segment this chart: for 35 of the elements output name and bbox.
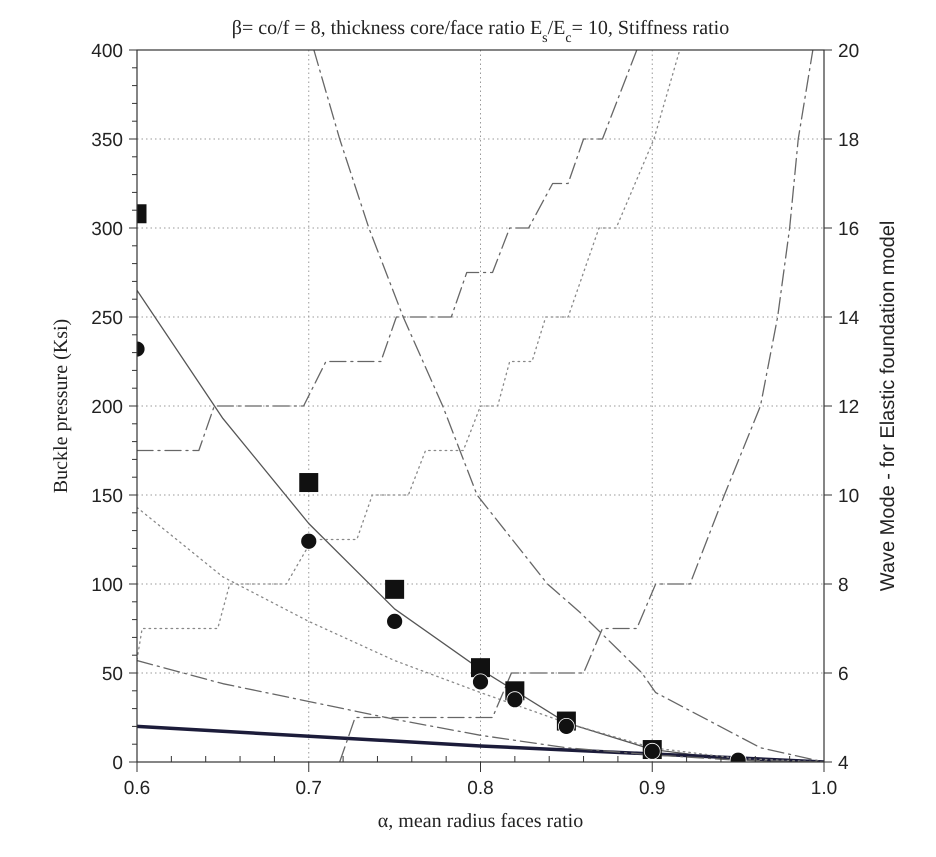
- x-axis-title: α, mean radius faces ratio: [378, 810, 584, 832]
- point: [471, 658, 490, 678]
- point: [300, 532, 318, 550]
- point: [506, 691, 524, 708]
- y2-tick-label: 8: [838, 575, 849, 596]
- point: [299, 473, 318, 492]
- y2-tick-label: 14: [838, 308, 860, 329]
- y2-tick-label: 12: [838, 397, 860, 418]
- point: [385, 580, 404, 599]
- y2-axis-title: Wave Mode - for Elastic foundation model: [877, 220, 899, 592]
- y-tick-label: 200: [91, 397, 123, 418]
- point: [558, 718, 575, 735]
- y2-tick-label: 10: [838, 486, 860, 507]
- point: [386, 612, 404, 630]
- x-tick-label: 0.9: [639, 778, 666, 799]
- y2-tick-label: 6: [838, 664, 849, 685]
- y-tick-label: 100: [91, 575, 123, 596]
- y2-tick-label: 4: [838, 753, 849, 774]
- x-tick-label: 0.7: [296, 778, 322, 799]
- x-tick-label: 0.8: [467, 778, 494, 799]
- y-tick-label: 250: [91, 308, 123, 329]
- y-tick-label: 0: [112, 753, 123, 774]
- y2-tick-label: 20: [838, 41, 860, 62]
- y-tick-label: 350: [91, 130, 123, 151]
- y2-tick-label: 18: [838, 130, 860, 151]
- x-tick-label: 0.6: [124, 778, 150, 799]
- x-tick-label: 1.0: [810, 778, 838, 799]
- y-tick-label: 300: [91, 219, 123, 240]
- chart-title: β= co/f = 8, thickness core/face ratio E$_{s}$/E$_{c}$= 10, Stiffness ratio: [232, 17, 730, 46]
- point: [472, 674, 489, 690]
- y-axis-title: Buckle pressure (Ksi): [50, 318, 72, 494]
- y-tick-label: 150: [91, 486, 123, 507]
- y2-tick-label: 16: [838, 219, 860, 240]
- y-tick-label: 50: [102, 664, 123, 685]
- y-tick-label: 400: [91, 41, 123, 62]
